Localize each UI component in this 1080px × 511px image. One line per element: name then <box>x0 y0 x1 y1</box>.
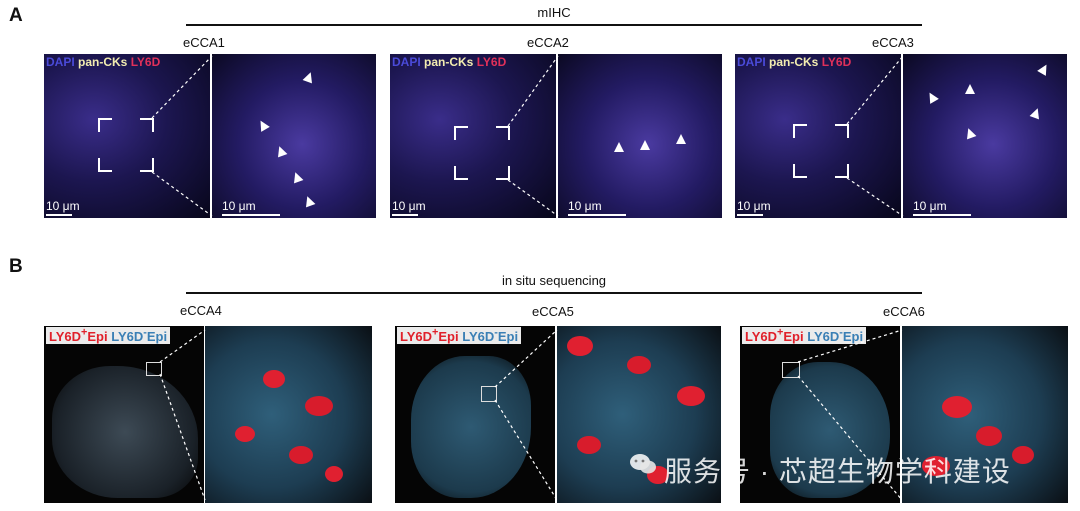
ecca3-zoom-image: 10 μm <box>903 54 1067 218</box>
roi-corner <box>454 166 468 180</box>
wechat-icon <box>630 454 656 474</box>
roi-box <box>782 362 800 378</box>
ecca2-channel-legend: DAPI pan-CKs LY6D <box>392 55 507 69</box>
sample-label-ecca6: eCCA6 <box>883 304 925 319</box>
arrowhead-marker <box>676 134 686 144</box>
watermark-text: 服务号 · 芯超生物学科建设 <box>664 456 1011 487</box>
roi-box <box>146 362 162 376</box>
ecca6-zoom-image <box>902 326 1068 503</box>
roi-corner <box>496 126 510 140</box>
arrowhead-marker <box>614 142 624 152</box>
arrowhead-marker <box>290 170 304 184</box>
roi-corner <box>793 124 807 138</box>
ecca6-cell-legend: LY6D+Epi LY6D-Epi <box>742 327 867 345</box>
ecca2-zoom-image: 10 μm <box>558 54 722 218</box>
arrowhead-marker <box>302 70 316 84</box>
arrowhead-marker <box>963 126 977 140</box>
sample-label-ecca2: eCCA2 <box>527 35 569 50</box>
ecca4-zoom-image <box>205 326 372 503</box>
ecca3-overview-image: DAPI pan-CKs LY6D 10 μm <box>735 54 901 218</box>
ecca5-zoom-image <box>557 326 721 503</box>
sample-label-ecca1: eCCA1 <box>183 35 225 50</box>
arrowhead-marker <box>925 90 939 104</box>
panel-b-section-title: in situ sequencing <box>501 273 607 288</box>
ecca5-cell-legend: LY6D+Epi LY6D-Epi <box>397 327 522 345</box>
sample-label-ecca4: eCCA4 <box>180 303 222 318</box>
tissue-section <box>52 366 198 498</box>
arrowhead-marker <box>965 84 975 94</box>
roi-corner <box>496 166 510 180</box>
arrowhead-marker <box>256 118 270 132</box>
roi-corner <box>835 164 849 178</box>
ecca1-overview-scale-bar: 10 μm <box>46 199 80 216</box>
arrowhead-marker <box>274 144 288 158</box>
panel-a-section-title: mIHC <box>537 5 571 20</box>
ecca3-overview-scale-bar: 10 μm <box>737 199 771 216</box>
ecca2-overview-image: DAPI pan-CKs LY6D 10 μm <box>390 54 556 218</box>
ecca3-zoom-scale-bar: 10 μm <box>913 199 971 216</box>
arrowhead-marker <box>1029 106 1043 120</box>
panel-a-section-rule <box>186 24 922 26</box>
ecca4-cell-legend: LY6D+Epi LY6D-Epi <box>46 327 171 345</box>
ecca2-zoom-scale-bar: 10 μm <box>568 199 626 216</box>
ecca5-overview-image: LY6D+Epi LY6D-Epi <box>395 326 555 503</box>
roi-box <box>481 386 497 402</box>
roi-corner <box>98 158 112 172</box>
sample-label-ecca3: eCCA3 <box>872 35 914 50</box>
roi-corner <box>835 124 849 138</box>
roi-corner <box>454 126 468 140</box>
roi-corner <box>793 164 807 178</box>
arrowhead-marker <box>1037 62 1051 76</box>
ecca4-overview-image: LY6D+Epi LY6D-Epi <box>44 326 204 503</box>
ecca1-channel-legend: DAPI pan-CKs LY6D <box>46 55 161 69</box>
ecca1-zoom-image: 10 μm <box>212 54 376 218</box>
panel-b-section-rule <box>186 292 922 294</box>
panel-a-letter: A <box>9 5 23 26</box>
ecca1-zoom-scale-bar: 10 μm <box>222 199 280 216</box>
sample-label-ecca5: eCCA5 <box>532 304 574 319</box>
roi-corner <box>140 158 154 172</box>
arrowhead-marker <box>640 140 650 150</box>
arrowhead-marker <box>302 194 316 208</box>
panel-b-letter: B <box>9 256 23 277</box>
ecca2-overview-scale-bar: 10 μm <box>392 199 426 216</box>
ecca1-overview-image: DAPI pan-CKs LY6D 10 μm <box>44 54 210 218</box>
tissue-section <box>411 356 531 498</box>
ecca3-channel-legend: DAPI pan-CKs LY6D <box>737 55 852 69</box>
roi-corner <box>98 118 112 132</box>
roi-corner <box>140 118 154 132</box>
